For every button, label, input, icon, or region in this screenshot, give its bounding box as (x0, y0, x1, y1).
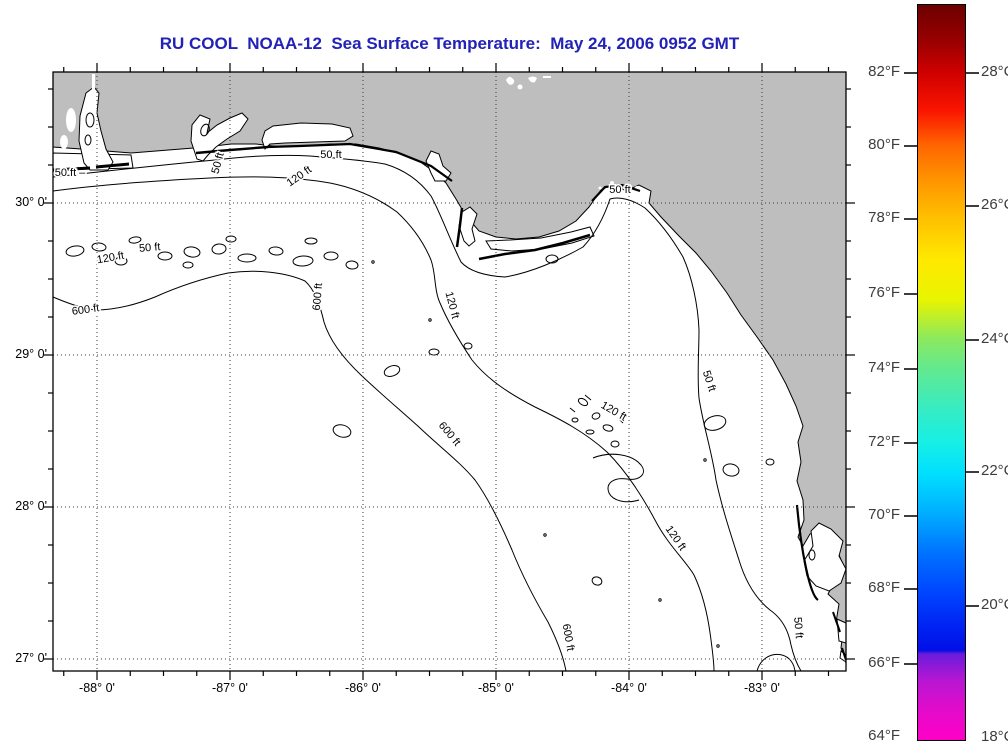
marsh-notch (610, 181, 614, 185)
lake (517, 84, 523, 90)
inland-lakes (60, 74, 639, 190)
contour-label: 600 ft (436, 420, 463, 449)
celsius-tick (966, 471, 979, 473)
lon-label: -88° 0' (79, 681, 115, 695)
celsius-label: 22°C (981, 462, 1008, 479)
fahrenheit-label: 76°F (868, 284, 900, 301)
barrier-islands (52, 142, 847, 661)
lon-label: -86° 0' (345, 681, 381, 695)
fahrenheit-tick (904, 72, 917, 74)
lake (543, 76, 551, 78)
contour-50ft (52, 154, 802, 672)
fahrenheit-label: 72°F (868, 433, 900, 450)
contour-squiggle (592, 453, 644, 503)
celsius-label: 20°C (981, 596, 1008, 613)
lon-label: -84° 0' (611, 681, 647, 695)
celsius-tick (966, 339, 979, 341)
contour-600ft (52, 270, 567, 672)
marsh (66, 108, 76, 132)
choctawhatchee-bay (261, 122, 354, 150)
colorbar (917, 4, 966, 741)
contour-label: 120 ft (599, 399, 629, 423)
fahrenheit-tick (904, 368, 917, 370)
grid-lines (53, 72, 846, 671)
contour-label: 120 ft (96, 250, 125, 267)
fahrenheit-tick (904, 442, 917, 444)
celsius-tick (966, 205, 979, 207)
depth-contours (52, 112, 816, 672)
contour-label: 50 ft (210, 151, 227, 175)
contour-label: 50 ft (609, 184, 630, 196)
fahrenheit-label: 70°F (868, 506, 900, 523)
marsh-notch (598, 186, 602, 190)
fahrenheit-label: 68°F (868, 579, 900, 596)
st-andrew-bay (425, 150, 452, 182)
celsius-label: 28°C (981, 63, 1008, 80)
celsius-tick (966, 72, 979, 74)
contour-120ft (52, 176, 715, 672)
fahrenheit-tick (904, 145, 917, 147)
fahrenheit-tick (904, 515, 917, 517)
fahrenheit-tick (904, 293, 917, 295)
contour-label: 600 ft (71, 302, 100, 318)
contour-label: 50 ft (139, 241, 161, 255)
lon-label: -87° 0' (212, 681, 248, 695)
fahrenheit-tick (904, 588, 917, 590)
contour-label: 120 ft (285, 164, 314, 190)
lake (528, 76, 537, 83)
river-channel (92, 74, 95, 90)
lat-label: 28° 0' (15, 499, 47, 513)
fahrenheit-label: 66°F (868, 654, 900, 671)
plot-title: RU COOL NOAA-12 Sea Surface Temperature:… (159, 34, 740, 53)
lat-label: 30° 0' (15, 195, 47, 209)
marsh (60, 135, 68, 149)
map-frame (52, 71, 847, 672)
contour-label: 50 ft (791, 617, 805, 639)
tampa-bay (803, 522, 847, 592)
lon-label: -85° 0' (478, 681, 514, 695)
celsius-label: 24°C (981, 330, 1008, 347)
contour-50ft-arc (756, 653, 796, 672)
lat-label: 27° 0' (15, 651, 47, 665)
apalachicola-bay (485, 226, 595, 252)
lon-label: -83° 0' (744, 681, 780, 695)
contour-label: 600 ft (311, 283, 325, 311)
axis-ticks (44, 63, 855, 680)
lat-label: 29° 0' (15, 347, 47, 361)
fahrenheit-tick (904, 663, 917, 665)
contour-label: 600 ft (560, 623, 577, 652)
celsius-tick (966, 605, 979, 607)
fahrenheit-label: 82°F (868, 63, 900, 80)
fahrenheit-label: 64°F (868, 727, 900, 744)
fahrenheit-tick (904, 218, 917, 220)
lake (506, 76, 515, 85)
celsius-label: 26°C (981, 196, 1008, 213)
fahrenheit-label: 74°F (868, 359, 900, 376)
celsius-label: 18°C (981, 728, 1008, 745)
contour-label: 50 ft (320, 149, 341, 161)
contour-label: 50 ft (700, 369, 718, 393)
coastline (52, 71, 847, 664)
fahrenheit-label: 78°F (868, 209, 900, 226)
bays (52, 86, 847, 663)
fahrenheit-label: 80°F (868, 136, 900, 153)
land-mass (52, 71, 847, 664)
contour-label: 50 ft – (55, 167, 86, 179)
coastal-notch (836, 618, 847, 644)
